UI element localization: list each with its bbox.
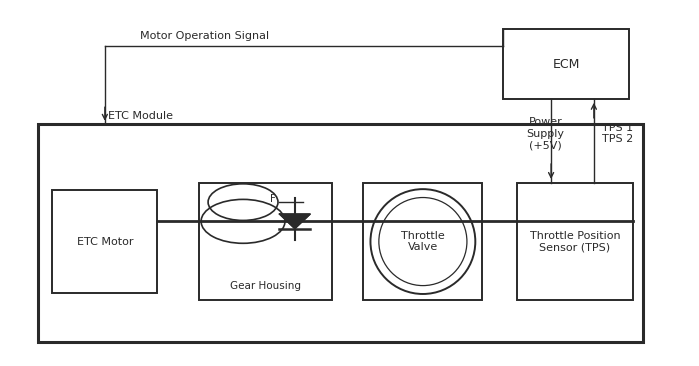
Bar	[199, 183, 332, 300]
Bar	[517, 183, 633, 300]
Text: ETC Module: ETC Module	[108, 111, 173, 121]
Text: Gear Housing: Gear Housing	[230, 281, 301, 291]
Bar	[52, 190, 157, 293]
Text: Throttle
Valve: Throttle Valve	[401, 231, 445, 253]
Text: TPS 1
TPS 2: TPS 1 TPS 2	[603, 123, 633, 145]
Text: ETC Motor: ETC Motor	[77, 236, 133, 247]
Text: Throttle Position
Sensor (TPS): Throttle Position Sensor (TPS)	[530, 231, 620, 253]
Bar	[503, 29, 629, 99]
Bar	[363, 183, 482, 300]
Text: F: F	[270, 194, 276, 204]
Text: Power
Supply
(+5V): Power Supply (+5V)	[526, 117, 565, 150]
Text: ECM: ECM	[552, 57, 580, 71]
Polygon shape	[280, 214, 310, 229]
Text: Motor Operation Signal: Motor Operation Signal	[140, 31, 269, 41]
Bar	[38, 124, 643, 342]
